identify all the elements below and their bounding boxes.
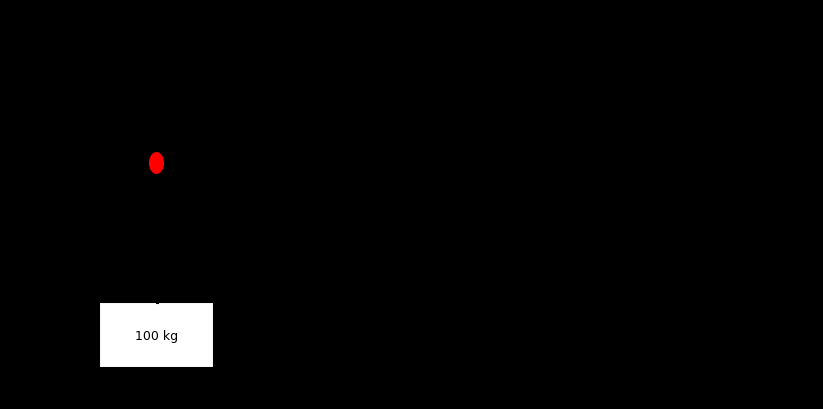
Text: One (T$_1$) is 35$^o$ and the: One (T$_1$) is 35$^o$ and the: [364, 252, 613, 278]
Text: Two cables suspending a: Two cables suspending a: [364, 25, 631, 45]
Text: the horizontal.: the horizontal.: [364, 169, 520, 189]
Text: are at different angles from: are at different angles from: [364, 121, 661, 141]
Text: 100 kg object. The cables: 100 kg object. The cables: [364, 73, 641, 93]
Bar: [99, 303, 214, 368]
Circle shape: [150, 153, 164, 174]
Text: T$_2$: T$_2$: [180, 34, 210, 64]
Text: Find the tension on T$_2$.: Find the tension on T$_2$.: [364, 384, 608, 407]
Text: other (T$_2$) 42$^o$.: other (T$_2$) 42$^o$.: [364, 301, 519, 326]
Text: 100 kg: 100 kg: [135, 329, 178, 342]
Text: T$_1$: T$_1$: [64, 47, 95, 76]
